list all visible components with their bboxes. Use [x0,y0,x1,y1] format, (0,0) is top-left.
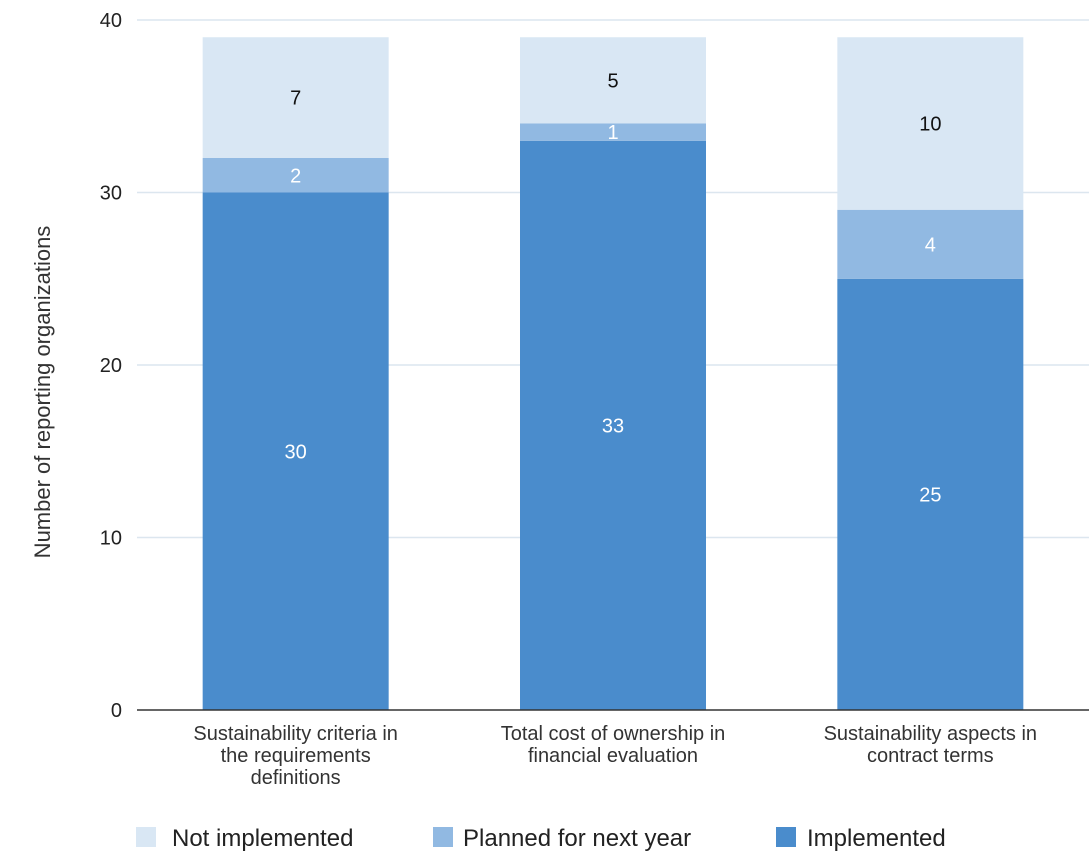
bar-segment [202,158,389,193]
legend-item[interactable]: Not implemented [136,825,353,852]
legend-swatch [776,827,796,847]
data-label: 33 [602,415,624,437]
legend-label: Not implemented [172,825,353,852]
data-label: 5 [607,70,618,92]
bar-segment [837,209,1024,279]
legend-item[interactable]: Implemented [776,825,946,852]
y-axis-label: Number of reporting organizations [30,226,55,559]
x-category-line: definitions [251,767,341,789]
bar-stack: 25 4 10 [837,37,1024,710]
y-axis-ticks: 0 10 20 30 40 [100,10,122,722]
x-category-line: contract terms [867,745,994,767]
legend[interactable]: Not implemented Planned for next year Impl… [136,825,946,852]
y-tick-label: 20 [100,355,122,377]
x-category-line: Sustainability criteria in [193,723,398,745]
y-tick-label: 30 [100,183,122,205]
data-label: 1 [607,122,618,144]
data-label: 30 [285,441,307,463]
bar-segment [202,192,389,710]
data-label: 10 [919,114,941,136]
bar-segment [837,278,1024,710]
x-category-line: Total cost of ownership in [501,723,726,745]
x-category-line: Sustainability aspects in [824,723,1037,745]
x-category-line: the requirements [221,745,371,767]
x-category-label: Sustainability criteria in the requiremen… [193,723,398,789]
data-label: 2 [290,165,301,187]
bar-segment [520,123,706,141]
legend-label: Implemented [807,825,946,852]
legend-label: Planned for next year [463,825,691,852]
y-tick-label: 0 [111,700,122,722]
x-category-label: Sustainability aspects in contract terms [824,723,1037,767]
bar-stack: 30 2 7 [202,37,389,710]
y-tick-label: 10 [100,528,122,550]
y-tick-label: 40 [100,10,122,32]
bar-segment [202,37,389,158]
legend-swatch [433,827,453,847]
data-label: 7 [290,88,301,110]
x-category-line: financial evaluation [528,745,698,767]
x-category-label: Total cost of ownership in financial eval… [501,723,726,767]
x-axis-categories: Sustainability criteria in the requiremen… [193,723,1037,789]
bar-stack: 33 1 5 [520,37,706,710]
data-label: 4 [925,234,936,256]
bars: 30 2 7 33 1 5 25 4 10 [202,37,1024,710]
legend-item[interactable]: Planned for next year [433,825,691,852]
bar-segment [837,37,1024,210]
data-label: 25 [919,484,941,506]
bar-segment [520,140,706,710]
legend-swatch [136,827,156,847]
bar-segment [520,37,706,124]
